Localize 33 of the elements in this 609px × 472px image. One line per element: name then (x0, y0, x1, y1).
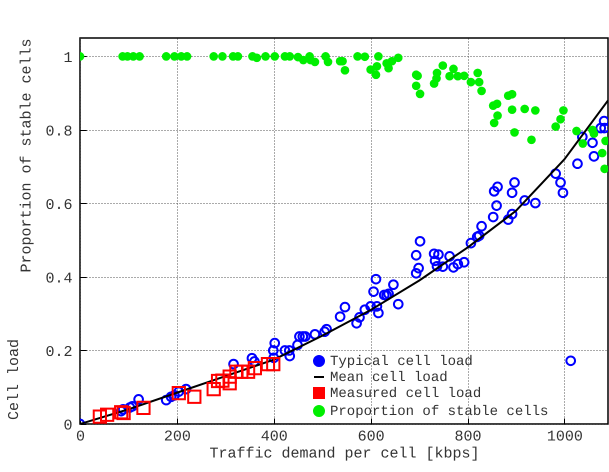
y-tick-label: 0.4 (45, 270, 72, 288)
y-tick-label: 0.8 (45, 123, 72, 140)
point (248, 361, 262, 376)
point (222, 376, 237, 390)
legend-label: Proportion of stable cells (330, 404, 548, 420)
point (116, 406, 131, 420)
point (187, 390, 202, 404)
point (92, 410, 107, 424)
point (240, 364, 256, 379)
x-tick-label: 400 (260, 428, 288, 446)
x-tick-label: 800 (454, 428, 482, 446)
text: Cell load (6, 338, 23, 420)
point (215, 373, 230, 388)
legend-label: Mean cell load (330, 370, 448, 386)
y-tick-label: 1 (63, 50, 72, 67)
x-axis-title: Traffic demand per cell [kbps] (209, 446, 480, 462)
point (206, 382, 221, 396)
y-tick-label: 0.6 (45, 196, 72, 214)
x-tick-label: 1000 (546, 428, 583, 446)
legend-label: Typical cell load (330, 354, 473, 370)
x-tick-label: 0 (76, 428, 86, 446)
point (114, 405, 128, 420)
point (260, 356, 276, 372)
point (266, 356, 280, 372)
point (136, 400, 151, 415)
y-tick-label: 0.2 (45, 344, 72, 361)
point (100, 408, 114, 422)
x-tick-label: 200 (164, 428, 191, 446)
x-tick-label: 600 (358, 428, 385, 446)
y-axis-title: Proportion of stable cells (18, 38, 36, 273)
legend-label: Measured cell load (330, 386, 482, 402)
y-tick-label: 0 (63, 418, 72, 434)
point (172, 386, 186, 400)
